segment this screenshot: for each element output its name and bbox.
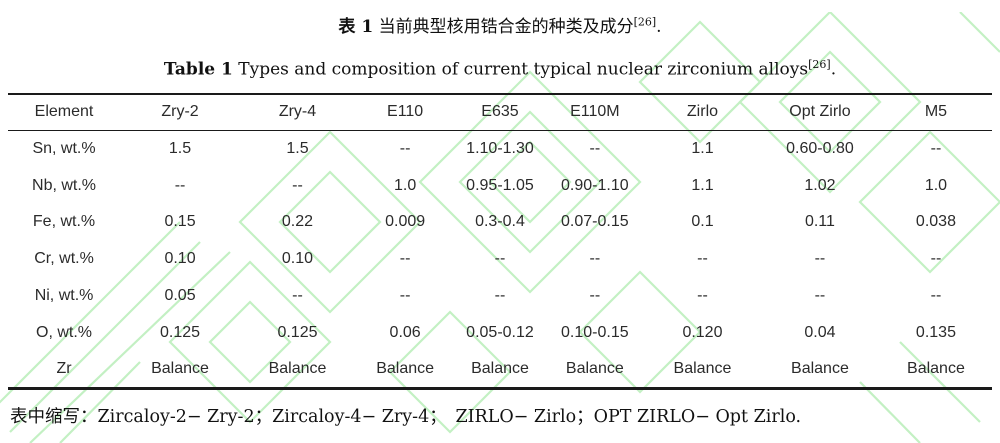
table-cell: Balance — [907, 359, 965, 377]
table-cell: -- — [930, 140, 942, 158]
header-row: Element Zry-2 Zry-4 E110 E635 E110M Zirl… — [8, 93, 992, 131]
table-cell: 0.06 — [389, 323, 421, 341]
table-cell: -- — [399, 250, 411, 268]
table-title-english: Table 1 Types and composition of current… — [163, 58, 837, 80]
table-cell: Balance — [673, 359, 732, 377]
table-cell: 0.038 — [915, 213, 956, 231]
table-cell: -- — [494, 250, 506, 268]
table-cell: -- — [589, 287, 601, 305]
document-page: 表 1 当前典型核用锆合金的种类及成分[26]. Table 1 Types a… — [0, 12, 1000, 443]
table-cell: 0.05 — [164, 287, 196, 305]
table-cell: -- — [930, 287, 942, 305]
abbreviations-footnote: 表中缩写：Zircaloy-2− Zry-2；Zircaloy-4− Zry-4… — [10, 406, 802, 427]
column-header: M5 — [879, 93, 992, 131]
table-row: Fe, wt.% 0.15 0.22 0.009 0.3-0.4 0.07-0.… — [8, 204, 992, 241]
table-cell: -- — [399, 140, 411, 158]
table-cell: -- — [930, 250, 942, 268]
table-row: Zr Balance Balance Balance Balance Balan… — [8, 351, 992, 388]
table-row: Ni, wt.% 0.05 -- -- -- -- -- -- -- — [8, 278, 992, 315]
table-title-cn-label: 表 1 — [338, 17, 374, 37]
table-cell: Balance — [565, 359, 624, 377]
alloy-composition-table: Element Zry-2 Zry-4 E110 E635 E110M Zirl… — [8, 92, 992, 390]
table-cell: 0.1 — [691, 213, 714, 231]
table-cell: 0.15 — [164, 213, 196, 231]
table-cell: 0.3-0.4 — [475, 213, 525, 231]
column-header: Zry-2 — [120, 93, 240, 131]
table-cell: -- — [697, 250, 708, 268]
table-cell: Balance — [151, 359, 209, 377]
table-cell: 1.02 — [804, 176, 836, 194]
table-cell: 0.90-1.10 — [561, 176, 629, 194]
table-cell: 0.60-0.80 — [786, 140, 854, 158]
table-cell: Balance — [791, 359, 849, 377]
table-cell: 0.009 — [385, 213, 426, 231]
table-cell: -- — [814, 250, 826, 268]
table-cell: 1.5 — [286, 140, 309, 158]
column-header: E635 — [455, 93, 545, 131]
table-cell: 0.120 — [682, 323, 723, 341]
table-cell: 1.0 — [924, 176, 948, 194]
table-cell: 1.1 — [691, 140, 714, 158]
table-cell: 0.10 — [281, 250, 314, 268]
column-header: Zirlo — [644, 93, 760, 131]
table-row: Cr, wt.% 0.10 0.10 -- -- -- -- -- -- — [8, 241, 992, 278]
table-cell: 0.22 — [281, 213, 314, 231]
table-cell: 1.0 — [393, 176, 417, 194]
table-cell: 0.07-0.15 — [561, 213, 629, 231]
table-row: Sn, wt.% 1.5 1.5 -- 1.10-1.30 -- 1.1 0.6… — [8, 130, 992, 167]
table-cell: -- — [399, 287, 411, 305]
table-cell: -- — [589, 140, 601, 158]
table-cell: -- — [292, 287, 303, 305]
table-cell: 0.10-0.15 — [561, 323, 629, 341]
element-label: Ni, wt.% — [34, 287, 94, 305]
column-header: Element — [8, 93, 121, 131]
table-cell: Balance — [376, 359, 435, 377]
element-label: O, wt.% — [36, 323, 93, 341]
table-cell: -- — [292, 176, 303, 194]
table-cell: -- — [494, 287, 506, 305]
element-label: Sn, wt.% — [32, 140, 96, 158]
table-cell: 0.11 — [804, 213, 835, 231]
column-header: E110 — [354, 93, 456, 131]
table-cell: -- — [697, 287, 708, 305]
column-header: E110M — [544, 93, 645, 131]
element-label: Zr — [56, 359, 72, 377]
table-cell: -- — [174, 176, 186, 194]
table-cell: 0.10 — [164, 250, 196, 268]
table-cell: 0.05-0.12 — [466, 323, 534, 341]
table-cell: Balance — [268, 359, 327, 377]
table-title-en-label: Table 1 — [163, 59, 233, 80]
table-cell: 1.1 — [691, 176, 714, 194]
table-cell: 0.95-1.05 — [466, 176, 534, 194]
table-cell: -- — [814, 287, 826, 305]
table-cell: 1.5 — [168, 140, 192, 158]
element-label: Fe, wt.% — [32, 213, 96, 231]
element-label: Cr, wt.% — [34, 250, 94, 268]
table-cell: 0.125 — [277, 323, 318, 341]
table-cell: -- — [589, 250, 601, 268]
table-cell: Balance — [471, 359, 529, 377]
table-cell: 0.04 — [804, 323, 836, 341]
column-header: Zry-4 — [239, 93, 355, 131]
table-cell: 0.125 — [160, 323, 201, 341]
column-header: Opt Zirlo — [759, 93, 880, 131]
citation-superscript: [26] — [633, 15, 657, 29]
table-title-chinese: 表 1 当前典型核用锆合金的种类及成分[26]. — [338, 15, 662, 37]
table-cell: 1.10-1.30 — [466, 140, 534, 158]
citation-superscript: [26] — [808, 58, 831, 71]
table-row: O, wt.% 0.125 0.125 0.06 0.05-0.12 0.10-… — [8, 314, 992, 351]
table-row: Nb, wt.% -- -- 1.0 0.95-1.05 0.90-1.10 1… — [8, 167, 992, 204]
table-cell: 0.135 — [915, 323, 956, 341]
element-label: Nb, wt.% — [32, 176, 97, 194]
